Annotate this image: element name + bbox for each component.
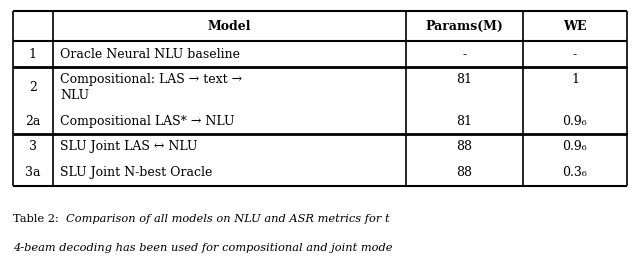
Text: Compositional: LAS → text →: Compositional: LAS → text →: [60, 73, 243, 86]
Text: 3: 3: [29, 140, 36, 153]
Text: -: -: [573, 48, 577, 61]
Text: 2: 2: [29, 81, 36, 94]
Text: Params(M): Params(M): [426, 20, 503, 33]
Text: 81: 81: [456, 73, 472, 86]
Text: 0.3₆: 0.3₆: [563, 166, 588, 179]
Text: 88: 88: [456, 166, 472, 179]
Text: SLU Joint LAS ↔ NLU: SLU Joint LAS ↔ NLU: [60, 140, 198, 153]
Text: 2a: 2a: [25, 115, 40, 128]
Text: 4-beam decoding has been used for compositional and joint mode: 4-beam decoding has been used for compos…: [13, 243, 392, 253]
Text: 3a: 3a: [25, 166, 40, 179]
Text: 81: 81: [456, 115, 472, 128]
Text: 0.9₆: 0.9₆: [563, 140, 588, 153]
Text: Oracle Neural NLU baseline: Oracle Neural NLU baseline: [60, 48, 241, 61]
Text: 88: 88: [456, 140, 472, 153]
Text: 1: 1: [571, 73, 579, 86]
Text: NLU: NLU: [60, 89, 90, 102]
Text: Compositional LAS* → NLU: Compositional LAS* → NLU: [60, 115, 235, 128]
Text: Model: Model: [207, 20, 251, 33]
Text: Comparison of all models on NLU and ASR metrics for t: Comparison of all models on NLU and ASR …: [66, 214, 390, 224]
Text: WE: WE: [563, 20, 587, 33]
Text: -: -: [462, 48, 467, 61]
Text: SLU Joint N-best Oracle: SLU Joint N-best Oracle: [60, 166, 212, 179]
Text: Table 2:: Table 2:: [13, 214, 62, 224]
Text: 1: 1: [29, 48, 36, 61]
Text: 0.9₆: 0.9₆: [563, 115, 588, 128]
